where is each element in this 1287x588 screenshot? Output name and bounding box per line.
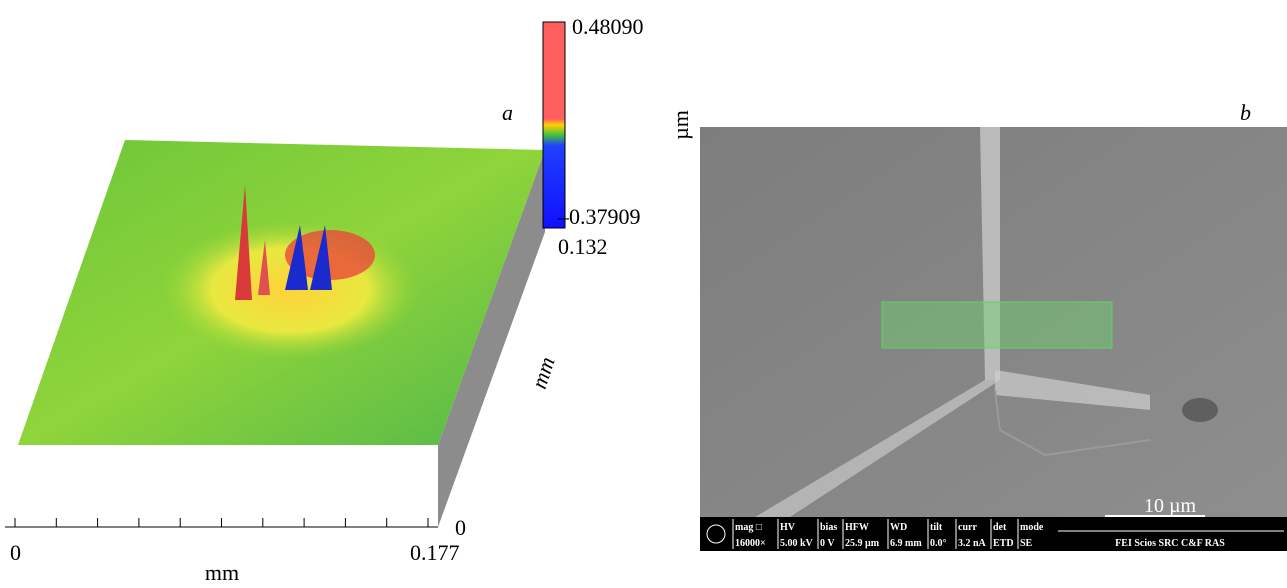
depth-min: 0: [455, 515, 466, 540]
field-value: 5.00 kV: [780, 538, 814, 549]
panel-b: b 10 µm mag □ 16000× HV 5.00 kV bias 0 V HFW 25…: [700, 100, 1287, 551]
panel-label: a: [502, 100, 513, 125]
panel-a: 0.48090 –0.37909 0.132 µm a mm 0 0 0.177…: [5, 14, 693, 583]
depth-label: mm: [526, 354, 560, 392]
field-name: WD: [890, 522, 907, 533]
field-value: 0.0°: [930, 538, 947, 549]
depth-max: 0.132: [558, 234, 608, 259]
colorbar-max: 0.48090: [572, 14, 644, 39]
field-name: mode: [1020, 522, 1044, 533]
panel-label: b: [1240, 100, 1251, 125]
x-ticks: [15, 518, 428, 527]
field-value: 16000×: [735, 538, 766, 549]
field-name: det: [993, 522, 1007, 533]
field-name: bias: [820, 522, 837, 533]
x-min: 0: [10, 540, 21, 565]
field-name: tilt: [930, 522, 943, 533]
footer: FEI Scios SRC C&F RAS: [1115, 538, 1225, 549]
field-name: mag □: [735, 522, 762, 533]
field-value: 3.2 nA: [958, 538, 987, 549]
selection-area: [882, 302, 1112, 348]
field-value: SE: [1020, 538, 1033, 549]
colorbar-unit: µm: [668, 110, 693, 140]
x-max: 0.177: [410, 540, 460, 565]
figure: 0.48090 –0.37909 0.132 µm a mm 0 0 0.177…: [0, 0, 1287, 583]
dark-spot: [1182, 398, 1218, 422]
field-value: ETD: [993, 538, 1014, 549]
field-name: HFW: [845, 522, 869, 533]
field-name: curr: [958, 522, 977, 533]
field-name: HV: [780, 522, 796, 533]
field-value: 25.9 µm: [845, 538, 880, 549]
colorbar: [543, 22, 565, 228]
field-value: 6.9 mm: [890, 538, 922, 549]
field-value: 0 V: [820, 538, 835, 549]
colorbar-min: –0.37909: [557, 204, 641, 229]
x-label: mm: [205, 560, 239, 583]
scale-label: 10 µm: [1144, 495, 1197, 517]
